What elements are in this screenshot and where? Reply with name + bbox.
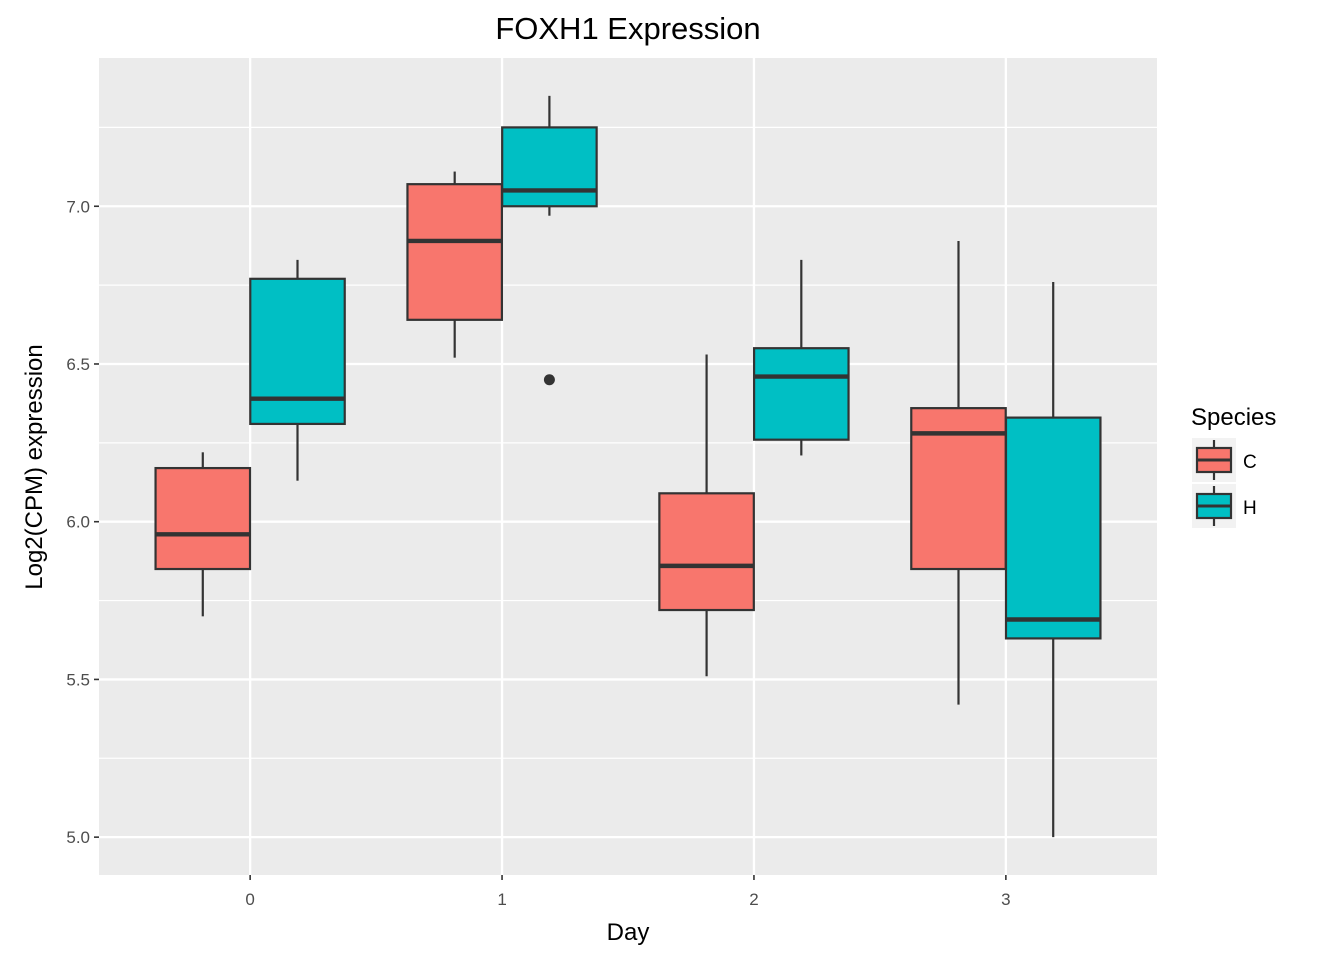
y-tick-label: 7.0 <box>66 197 90 216</box>
box-H-day-0 <box>249 259 346 481</box>
chart-title: FOXH1 Expression <box>495 11 760 46</box>
y-tick-label: 5.0 <box>66 828 90 847</box>
x-tick-label: 0 <box>245 890 254 909</box>
y-tick-label: 6.0 <box>66 513 90 532</box>
box-C-day-2 <box>658 354 755 677</box>
box-body <box>1004 416 1102 640</box>
x-axis-title: Day <box>607 919 650 946</box>
y-tick-label: 6.5 <box>66 355 90 374</box>
box-layer <box>154 95 1102 838</box>
legend: Species C H <box>1191 404 1276 528</box>
x-tick-label: 2 <box>749 890 758 909</box>
box-H-day-1 <box>501 95 598 386</box>
box-H-day-2 <box>752 259 850 456</box>
box-body <box>406 183 504 321</box>
box-body <box>658 492 755 612</box>
legend-label: C <box>1243 452 1257 473</box>
box-C-day-3 <box>910 240 1007 705</box>
x-tick-label: 3 <box>1001 890 1010 909</box>
legend-item-H: H <box>1192 484 1257 528</box>
box-C-day-1 <box>406 171 504 358</box>
tick-layer: 5.0 5.5 6.0 6.5 7.0 0 1 2 3 <box>66 197 1010 909</box>
legend-item-C: C <box>1192 438 1257 482</box>
box-body <box>501 126 598 208</box>
outlier-point <box>543 374 555 386</box>
box-H-day-3 <box>1004 281 1102 838</box>
legend-label: H <box>1243 498 1257 519</box>
legend-title: Species <box>1191 404 1276 431</box>
box-body <box>752 347 850 441</box>
box-body <box>249 277 346 426</box>
box-C-day-0 <box>154 452 252 617</box>
y-axis-title: Log2(CPM) expression <box>21 344 48 589</box>
x-tick-label: 1 <box>497 890 506 909</box>
y-tick-label: 5.5 <box>66 670 90 689</box>
box-body <box>154 466 252 571</box>
